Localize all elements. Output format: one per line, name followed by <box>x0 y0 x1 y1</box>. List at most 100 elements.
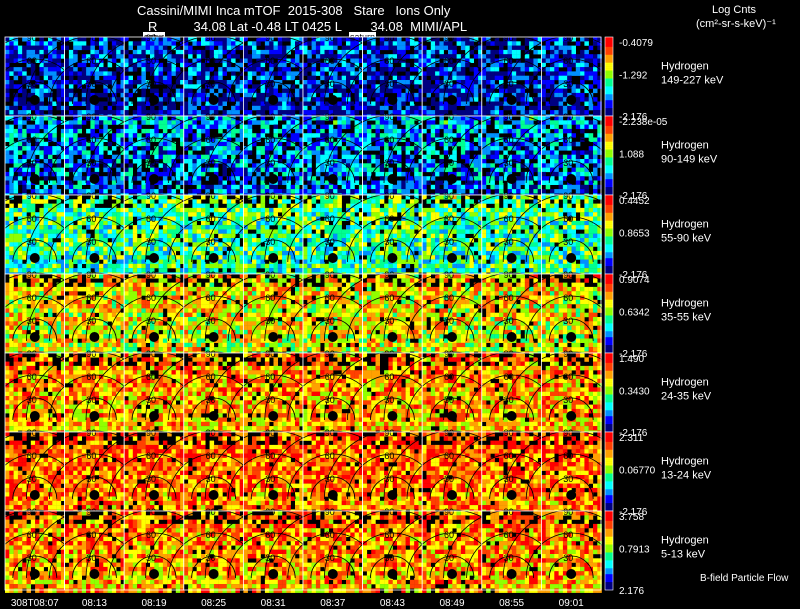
heatmap-cell <box>128 195 133 200</box>
heatmap-cell <box>39 242 44 247</box>
heatmap-cell <box>426 105 431 111</box>
heatmap-cell <box>68 184 74 190</box>
heatmap-cell <box>77 124 82 130</box>
heatmap-cell <box>554 124 559 130</box>
heatmap-cell <box>99 233 104 239</box>
heatmap-cell <box>120 255 125 260</box>
heatmap-cell <box>260 54 266 59</box>
heatmap-cell <box>120 238 125 243</box>
heatmap-cell <box>405 180 411 185</box>
heatmap-cell <box>132 242 138 247</box>
heatmap-cell <box>77 250 82 256</box>
heatmap-cell <box>511 189 517 194</box>
heatmap-cell <box>443 124 449 130</box>
heatmap-cell <box>99 150 104 155</box>
ring-label: 60 <box>563 135 573 145</box>
heatmap-cell <box>64 120 70 125</box>
heatmap-cell <box>443 110 449 115</box>
heatmap-cell <box>379 184 385 190</box>
heatmap-cell <box>13 101 19 106</box>
heatmap-cell <box>307 176 312 181</box>
heatmap-cell <box>17 159 23 164</box>
heatmap-cell <box>48 159 53 164</box>
heatmap-cell <box>481 45 487 51</box>
heatmap-cell <box>235 97 240 102</box>
heatmap-cell <box>17 45 23 51</box>
heatmap-cell <box>116 199 121 204</box>
ring-label: 30 <box>86 79 96 89</box>
heatmap-cell <box>226 124 232 130</box>
heatmap-cell <box>494 116 500 121</box>
heatmap-cell <box>516 75 521 81</box>
heatmap-cell <box>196 71 202 76</box>
heatmap-cell <box>354 159 360 164</box>
heatmap-cell <box>124 80 129 85</box>
heatmap-cell <box>158 229 164 234</box>
heatmap-cell <box>341 97 347 102</box>
heatmap-cell <box>94 58 100 63</box>
heatmap-cell <box>494 146 500 151</box>
heatmap-cell <box>150 116 155 121</box>
heatmap-cell <box>239 150 245 155</box>
heatmap-cell <box>180 189 185 194</box>
heatmap-cell <box>22 246 27 252</box>
heatmap-cell <box>86 97 91 102</box>
angle-ring <box>191 81 236 105</box>
heatmap-cell <box>439 189 444 194</box>
heatmap-cell <box>39 146 44 151</box>
heatmap-cell <box>290 37 296 42</box>
heatmap-cell <box>196 58 202 63</box>
heatmap-cell <box>597 80 602 85</box>
heatmap-cell <box>520 71 525 76</box>
heatmap-cell <box>48 229 53 234</box>
heatmap-cell <box>64 62 70 68</box>
ring-label: 90 <box>504 112 514 122</box>
heatmap-cell <box>141 229 146 234</box>
heatmap-cell <box>60 242 66 247</box>
heatmap-cell <box>35 54 40 59</box>
heatmap-cell <box>132 133 138 138</box>
heatmap-cell <box>341 101 347 106</box>
heatmap-cell <box>73 171 78 177</box>
heatmap-cell <box>247 41 253 46</box>
heatmap-cell <box>68 225 74 230</box>
heatmap-cell <box>120 220 125 226</box>
heatmap-cell <box>350 141 355 147</box>
heatmap-cell <box>320 159 325 164</box>
heatmap-cell <box>86 246 91 252</box>
heatmap-cell <box>260 128 266 134</box>
heatmap-cell <box>537 159 543 164</box>
heatmap-cell <box>103 216 108 221</box>
heatmap-cell <box>315 137 321 142</box>
heatmap-cell <box>465 180 470 185</box>
heatmap-cell <box>435 37 440 42</box>
heatmap-cell <box>533 37 538 42</box>
heatmap-cell <box>128 189 133 194</box>
heatmap-cell <box>307 128 312 134</box>
heatmap-cell <box>116 84 121 89</box>
heatmap-cell <box>175 54 181 59</box>
heatmap-cell <box>213 150 219 155</box>
heatmap-cell <box>371 62 376 68</box>
heatmap-cell <box>469 97 474 102</box>
heatmap-cell <box>180 88 185 94</box>
heatmap-cell <box>282 97 287 102</box>
heatmap-cell <box>269 184 274 190</box>
heatmap-cell <box>107 255 113 260</box>
heatmap-cell <box>68 207 74 213</box>
heatmap-cell <box>418 137 423 142</box>
heatmap-cell <box>295 45 300 51</box>
heatmap-cell <box>256 97 261 102</box>
heatmap-cell <box>524 54 530 59</box>
heatmap-cell <box>443 184 449 190</box>
heatmap-cell <box>22 37 27 42</box>
heatmap-cell <box>132 184 138 190</box>
heatmap-cell <box>426 120 431 125</box>
heatmap-cell <box>435 180 440 185</box>
heatmap-cell <box>384 180 389 185</box>
heatmap-cell <box>77 116 82 121</box>
heatmap-cell <box>550 141 555 147</box>
heatmap-cell <box>337 189 342 194</box>
heatmap-cell <box>13 45 19 51</box>
heatmap-cell <box>439 71 444 76</box>
